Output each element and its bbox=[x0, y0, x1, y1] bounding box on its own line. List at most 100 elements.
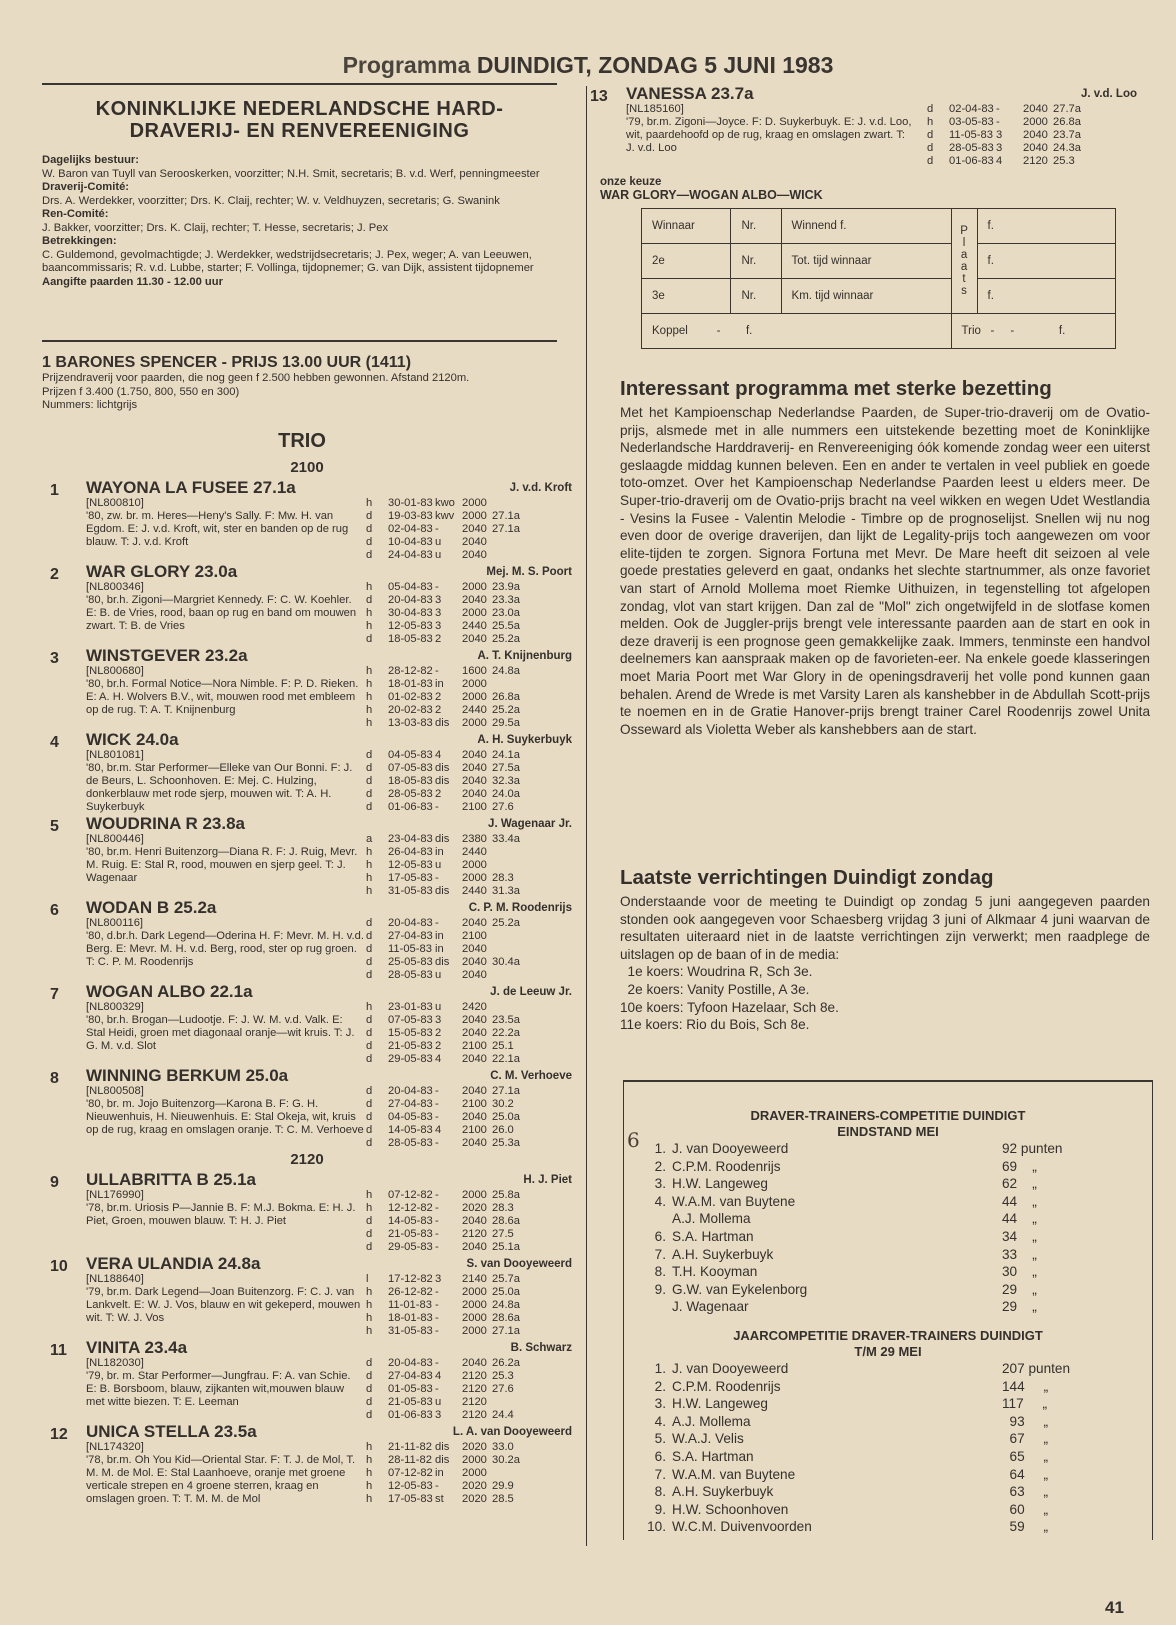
place-cell: - bbox=[435, 917, 439, 929]
track-cell: h bbox=[366, 859, 373, 871]
trainer-name: J. Wagenaar bbox=[672, 1299, 749, 1315]
track-cell: d bbox=[366, 762, 373, 774]
points: 62 „ bbox=[1002, 1176, 1037, 1192]
date-cell: 12-05-83 bbox=[388, 859, 433, 871]
trio-fill: - - f. bbox=[990, 325, 1066, 337]
place-cell: - bbox=[435, 872, 439, 884]
page-title: Programma DUINDIGT, ZONDAG 5 JUNI 1983 bbox=[0, 52, 1176, 79]
trainer-name: S.A. Hartman bbox=[672, 1448, 754, 1464]
date-cell: 01-06-83 bbox=[388, 1409, 433, 1421]
date-cell: 28-05-83 bbox=[949, 142, 994, 154]
date-cell: 07-12-82 bbox=[388, 1189, 433, 1201]
place-cell: u bbox=[435, 969, 442, 981]
trainer-name: J. de Leeuw Jr. bbox=[490, 986, 572, 998]
place-cell: in bbox=[435, 846, 444, 858]
horse-id: [NL185160] bbox=[626, 103, 684, 115]
place-cell: u bbox=[435, 859, 442, 871]
distance-cell: 2020 bbox=[462, 1480, 487, 1492]
time-cell bbox=[492, 969, 532, 982]
distance-cell: 2440 bbox=[462, 620, 487, 632]
time-cell: 27.1a bbox=[492, 1085, 520, 1097]
distance-cell: 2440 bbox=[462, 846, 487, 858]
distance-cell: 2020 bbox=[462, 1493, 487, 1505]
title-prefix: Programma bbox=[342, 52, 471, 78]
result-row: h 12-05-83 u 2000 bbox=[366, 859, 576, 872]
track-cell: h bbox=[366, 581, 373, 593]
distance-cell: 2000 bbox=[462, 717, 487, 729]
time-cell: 25.3a bbox=[492, 1137, 520, 1149]
distance-cell: 2000 bbox=[462, 872, 487, 884]
time-cell bbox=[492, 536, 532, 549]
place-cell: u bbox=[435, 549, 442, 561]
horse-description: '79, br. m. Star Performer—Jungfrau. F: … bbox=[86, 1370, 351, 1408]
place-cell: 3 bbox=[435, 1273, 442, 1285]
distance-cell: 2000 bbox=[462, 510, 487, 522]
horse-id: [NL800446] bbox=[86, 833, 144, 845]
distance-cell: 2420 bbox=[462, 1001, 487, 1013]
horse-name: WICK 24.0a bbox=[86, 730, 179, 749]
horse-id: [NL800116] bbox=[86, 917, 144, 929]
horse-description: '80, br.m. Henri Buitenzorg—Diana R. F: … bbox=[86, 846, 358, 884]
section-label: Betrekkingen: bbox=[42, 235, 117, 247]
trainer-name: J. v.d. Loo bbox=[1080, 88, 1137, 100]
time-cell bbox=[492, 1001, 532, 1014]
place-cell: dis bbox=[435, 833, 450, 845]
track-cell: d bbox=[366, 510, 373, 522]
time-cell: 27.5a bbox=[492, 762, 520, 774]
result-row: h 03-05-83- 2000 26.8a bbox=[927, 116, 1137, 129]
horse-details: [NL801081] '80, br.m. Star Performer—Elle… bbox=[86, 749, 364, 814]
track-cell: d bbox=[366, 969, 373, 981]
distance-cell: 2040 bbox=[462, 917, 487, 929]
result-row: h 07-12-82- 2000 25.8a bbox=[366, 1189, 576, 1202]
place-cell: dis bbox=[435, 956, 450, 968]
trainer-name: W.A.M. van Buytene bbox=[672, 1466, 796, 1482]
time-cell: 26.2a bbox=[492, 1357, 520, 1369]
track-cell: h bbox=[366, 1286, 373, 1298]
horse-name: VERA ULANDIA 24.8a bbox=[86, 1254, 261, 1273]
place-cell: dis bbox=[435, 775, 450, 787]
result-row: d 25-05-83 dis 2040 30.4a bbox=[366, 956, 576, 969]
place-cell: in bbox=[435, 678, 444, 690]
place-cell: 3 bbox=[435, 594, 442, 606]
result-row: d 14-05-83- 2040 28.6a bbox=[366, 1215, 576, 1228]
track-cell: d bbox=[927, 142, 934, 154]
standing-row: 8. T.H. Kooyman 30 „ bbox=[624, 1263, 1152, 1281]
distance-cell: 2000 bbox=[462, 859, 487, 871]
distance-cell: 2120 bbox=[462, 1383, 487, 1395]
entry: 10 VERA ULANDIA 24.8a S. van Dooyeweerd [NL… bbox=[42, 1254, 572, 1338]
time-cell: 23.0a bbox=[492, 607, 520, 619]
entry-number: 5 bbox=[50, 818, 59, 835]
time-cell: 25.0a bbox=[492, 1111, 520, 1123]
result-row: h 23-01-83 u 2420 bbox=[366, 1001, 576, 1014]
entry-number: 6 bbox=[50, 902, 59, 919]
cell-km-tijd: Km. tijd winnaar bbox=[780, 278, 952, 314]
horse-name: WAR GLORY 23.0a bbox=[86, 562, 238, 581]
time-cell: 22.2a bbox=[492, 1027, 520, 1039]
track-cell: d bbox=[366, 749, 373, 761]
cell-nr: Nr. bbox=[730, 208, 782, 244]
time-cell bbox=[492, 497, 532, 510]
points: 29 „ bbox=[1002, 1281, 1037, 1297]
result-row: d 15-05-83 2 2040 22.2a bbox=[366, 1027, 576, 1040]
date-cell: 30-01-83 bbox=[388, 497, 433, 509]
date-cell: 05-04-83 bbox=[388, 581, 433, 593]
entry: 2 WAR GLORY 23.0a Mej. M. S. Poort [NL80034… bbox=[42, 562, 572, 646]
track-cell: h bbox=[366, 607, 373, 619]
horse-description: '80, d.br.h. Dark Legend—Oderina H. F: M… bbox=[86, 930, 364, 968]
track-cell: d bbox=[927, 129, 934, 141]
time-cell: 28.3 bbox=[492, 1202, 514, 1214]
cell-3e: 3e bbox=[640, 278, 732, 314]
track-cell: d bbox=[927, 155, 934, 167]
track-cell: h bbox=[366, 717, 373, 729]
standing-row: 6. S.A. Hartman 65 „ bbox=[624, 1448, 1152, 1466]
track-cell: d bbox=[366, 930, 373, 942]
result-row: d 01-05-83- 2120 27.6 bbox=[366, 1383, 576, 1396]
track-cell: h bbox=[366, 1441, 373, 1453]
recent-results: a 23-04-83 dis 2380 33.4a h 26-04-83 in 2440 h 12-… bbox=[366, 833, 576, 898]
track-cell: h bbox=[366, 872, 373, 884]
cell-f: f. bbox=[976, 278, 1117, 314]
date-cell: 15-05-83 bbox=[388, 1027, 433, 1039]
trainer-name: A. H. Suykerbuyk bbox=[477, 734, 572, 746]
date-cell: 19-03-83 bbox=[388, 510, 433, 522]
distance-cell: 2000 bbox=[462, 497, 487, 509]
